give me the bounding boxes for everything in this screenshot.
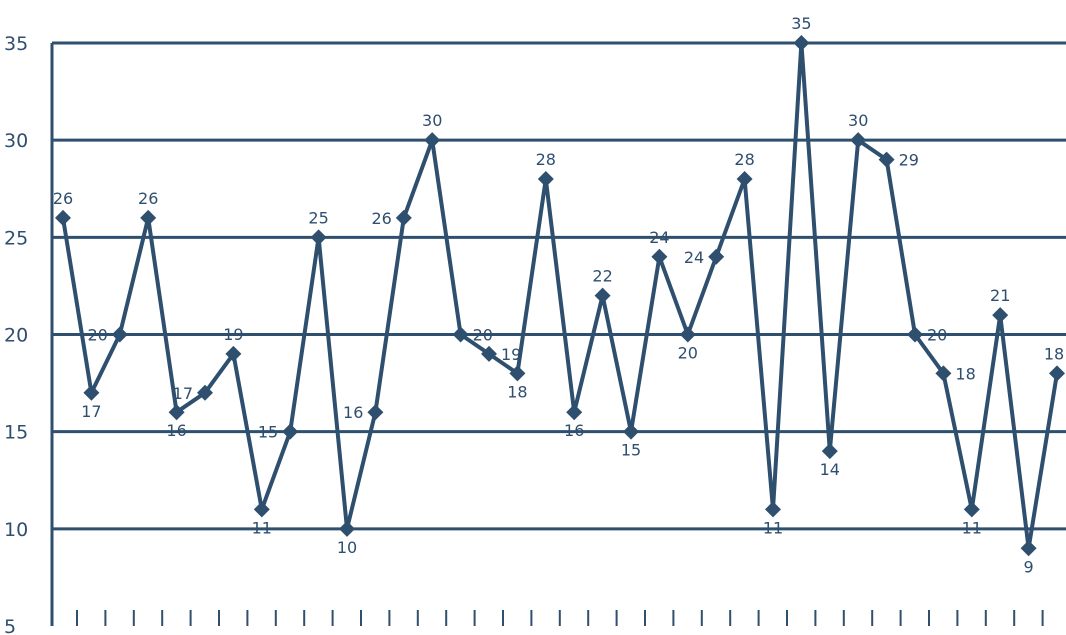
data-label: 11 [962, 518, 982, 537]
data-point [168, 404, 185, 421]
data-point [793, 35, 810, 51]
data-label: 19 [501, 345, 521, 364]
grid-layer [52, 41, 1066, 531]
data-label: 26 [138, 189, 158, 208]
data-label: 11 [252, 518, 272, 537]
data-label: 30 [422, 111, 442, 130]
data-point [282, 423, 299, 440]
data-point [140, 209, 157, 226]
data-point [111, 326, 128, 343]
data-label: 18 [507, 382, 527, 401]
data-label: 18 [1044, 344, 1064, 363]
x-tick-layer [76, 610, 1044, 626]
data-point [1020, 540, 1037, 557]
data-label-layer: 26 17 20 26 16 17 19 11 15 25 10 16 26 30 20 19 18 28 16 22… [53, 14, 1064, 576]
data-point [424, 132, 441, 149]
data-point [992, 307, 1009, 324]
data-point [367, 404, 384, 421]
point-layer [55, 35, 1065, 557]
data-label: 26 [53, 189, 73, 208]
data-label: 30 [848, 111, 868, 130]
data-label: 25 [308, 208, 328, 227]
data-label: 21 [990, 286, 1010, 305]
data-point [452, 326, 469, 343]
data-point [878, 151, 895, 168]
y-tick-label: 15 [4, 422, 28, 444]
y-tick-label: 5 [4, 616, 16, 635]
data-label: 26 [371, 209, 391, 228]
data-point [850, 132, 867, 149]
y-tick-label: 10 [4, 519, 28, 541]
data-label: 24 [684, 248, 704, 267]
data-point [736, 171, 753, 188]
data-point [821, 443, 838, 460]
data-label: 14 [820, 460, 840, 479]
data-label: 20 [678, 344, 698, 363]
data-point [537, 171, 554, 188]
y-tick-label: 35 [4, 33, 28, 55]
data-label: 19 [223, 325, 243, 344]
data-point [253, 501, 270, 518]
data-point [594, 287, 611, 304]
data-point [83, 384, 100, 401]
data-label: 28 [536, 150, 556, 169]
data-point [339, 520, 355, 537]
data-point [55, 209, 71, 226]
data-point [225, 345, 242, 362]
data-label: 11 [763, 518, 783, 537]
data-label: 16 [166, 421, 186, 440]
data-label: 16 [343, 403, 363, 422]
data-label: 20 [473, 326, 493, 345]
data-point [395, 209, 412, 226]
data-label: 29 [899, 151, 919, 170]
data-point [651, 248, 668, 265]
data-label: 15 [621, 441, 641, 460]
y-tick-label-layer: 5 10 15 20 25 30 35 [4, 33, 28, 635]
data-label: 10 [337, 538, 357, 557]
data-label: 18 [955, 364, 975, 383]
data-point [708, 248, 725, 265]
data-label: 22 [592, 267, 612, 286]
data-point [481, 345, 497, 362]
data-label: 15 [258, 423, 278, 442]
data-label: 35 [791, 14, 811, 33]
data-point [907, 326, 923, 343]
data-label: 17 [173, 384, 193, 403]
data-label: 28 [734, 150, 754, 169]
data-point [310, 229, 327, 246]
y-tick-label: 25 [4, 227, 28, 249]
y-tick-label: 30 [4, 130, 28, 152]
data-label: 16 [564, 421, 584, 440]
data-label: 9 [1024, 557, 1034, 576]
series-line [61, 41, 1059, 551]
data-point [679, 326, 696, 343]
data-label: 20 [87, 326, 107, 345]
data-label: 20 [927, 326, 947, 345]
data-point [765, 501, 781, 518]
data-point [509, 365, 526, 382]
y-tick-label: 20 [4, 325, 28, 347]
data-point [935, 365, 952, 382]
data-point [197, 384, 213, 401]
data-point [1049, 365, 1065, 382]
data-point [623, 423, 639, 440]
data-label: 24 [649, 228, 669, 247]
data-label: 17 [81, 402, 101, 421]
data-point [566, 404, 583, 421]
data-point [963, 501, 980, 518]
series-layer [61, 41, 1059, 551]
